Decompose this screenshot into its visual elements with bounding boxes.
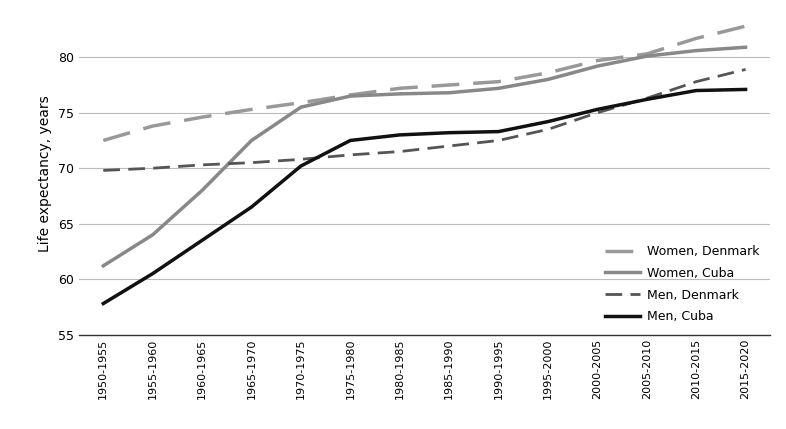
Men, Cuba bbox=[642, 97, 652, 102]
Men, Cuba bbox=[247, 205, 256, 210]
Women, Denmark bbox=[346, 92, 355, 97]
Women, Denmark bbox=[741, 24, 751, 29]
Women, Denmark bbox=[642, 51, 652, 57]
Women, Cuba bbox=[543, 77, 553, 82]
Men, Cuba bbox=[395, 132, 405, 137]
Men, Denmark bbox=[593, 110, 602, 115]
Men, Denmark bbox=[346, 152, 355, 157]
Men, Denmark bbox=[444, 143, 454, 148]
Men, Cuba bbox=[296, 163, 306, 169]
Women, Denmark bbox=[444, 82, 454, 88]
Line: Women, Denmark: Women, Denmark bbox=[103, 26, 746, 140]
Women, Cuba bbox=[247, 138, 256, 143]
Men, Denmark bbox=[197, 162, 207, 167]
Women, Cuba bbox=[692, 48, 701, 53]
Women, Denmark bbox=[692, 36, 701, 41]
Women, Cuba bbox=[197, 188, 207, 193]
Women, Denmark bbox=[148, 124, 157, 129]
Men, Cuba bbox=[148, 271, 157, 276]
Women, Denmark bbox=[296, 100, 306, 105]
Men, Cuba bbox=[494, 129, 503, 134]
Women, Cuba bbox=[148, 232, 157, 237]
Men, Denmark bbox=[741, 67, 751, 72]
Men, Denmark bbox=[395, 149, 405, 154]
Women, Cuba bbox=[395, 91, 405, 97]
Men, Cuba bbox=[98, 301, 108, 306]
Men, Cuba bbox=[692, 88, 701, 93]
Women, Cuba bbox=[494, 86, 503, 91]
Men, Cuba bbox=[741, 87, 751, 92]
Women, Denmark bbox=[543, 70, 553, 76]
Men, Denmark bbox=[543, 127, 553, 132]
Women, Cuba bbox=[741, 45, 751, 50]
Men, Cuba bbox=[593, 107, 602, 112]
Women, Cuba bbox=[593, 63, 602, 69]
Men, Denmark bbox=[148, 166, 157, 171]
Men, Denmark bbox=[494, 138, 503, 143]
Women, Denmark bbox=[98, 138, 108, 143]
Women, Cuba bbox=[296, 105, 306, 110]
Men, Denmark bbox=[296, 157, 306, 162]
Line: Men, Cuba: Men, Cuba bbox=[103, 89, 746, 304]
Men, Cuba bbox=[543, 119, 553, 124]
Men, Cuba bbox=[197, 238, 207, 243]
Y-axis label: Life expectancy, years: Life expectancy, years bbox=[39, 95, 52, 252]
Line: Women, Cuba: Women, Cuba bbox=[103, 47, 746, 266]
Men, Denmark bbox=[247, 160, 256, 165]
Women, Denmark bbox=[197, 115, 207, 120]
Women, Denmark bbox=[395, 86, 405, 91]
Women, Cuba bbox=[444, 90, 454, 95]
Women, Cuba bbox=[98, 263, 108, 269]
Men, Denmark bbox=[642, 96, 652, 101]
Line: Men, Denmark: Men, Denmark bbox=[103, 69, 746, 170]
Legend: Women, Denmark, Women, Cuba, Men, Denmark, Men, Cuba: Women, Denmark, Women, Cuba, Men, Denmar… bbox=[601, 240, 764, 328]
Men, Denmark bbox=[692, 79, 701, 84]
Women, Cuba bbox=[346, 94, 355, 99]
Women, Denmark bbox=[593, 58, 602, 63]
Women, Denmark bbox=[247, 107, 256, 112]
Men, Denmark bbox=[98, 168, 108, 173]
Men, Cuba bbox=[346, 138, 355, 143]
Men, Cuba bbox=[444, 130, 454, 135]
Women, Denmark bbox=[494, 79, 503, 84]
Women, Cuba bbox=[642, 54, 652, 59]
